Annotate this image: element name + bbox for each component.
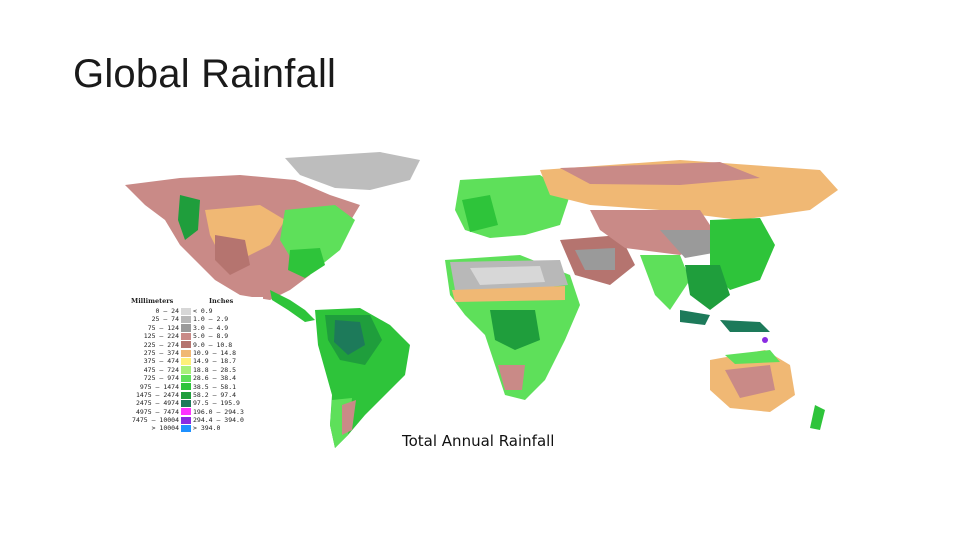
legend-in-header: Inches [209,297,234,305]
arabia-core [575,248,615,270]
legend-swatch [181,391,191,399]
india-region [640,255,690,310]
map-caption: Total Annual Rainfall [402,432,555,450]
legend-row: 4975 – 7474 196.0 – 294.3 [123,408,263,416]
legend-inch-range: 9.0 – 10.8 [193,340,233,349]
legend-inch-range: 18.8 – 28.5 [193,365,237,374]
legend-row: 1475 – 2474 58.2 – 97.4 [123,391,263,399]
legend-swatch [181,383,191,391]
north-america-west-desert [215,235,250,275]
kalahari [498,365,525,390]
central-america-region [270,290,315,322]
legend-mm-range: 475 – 724 [143,365,179,374]
legend-swatch [181,399,191,408]
legend-header: Millimeters Inches [123,297,263,307]
sahel-band [452,286,565,302]
australia-interior [725,365,775,398]
legend-row: 725 – 974 28.6 – 38.4 [123,374,263,382]
legend-mm-range: 75 – 124 [147,323,179,332]
legend-inch-range: 5.0 – 8.9 [193,332,229,341]
legend-swatch [181,366,191,374]
legend-mm-range: 0 – 24 [155,307,179,315]
world-map-graphic [125,152,838,448]
siberia-north [560,162,760,185]
indonesia-islands [680,310,770,332]
legend-inch-range: 38.5 – 58.1 [193,382,237,391]
legend-row: 125 – 224 5.0 – 8.9 [123,332,263,340]
legend-swatch [181,341,191,349]
legend-swatch [181,349,191,357]
legend-swatch [181,315,191,324]
legend-row: 475 – 724 18.8 – 28.5 [123,366,263,374]
legend-row: 375 – 474 14.9 – 18.7 [123,357,263,365]
sahara-core [470,266,545,285]
legend-mm-range: 1475 – 2474 [135,390,179,399]
amazon-core [334,320,365,355]
legend-row: 75 – 124 3.0 – 4.9 [123,324,263,332]
slide-title: Global Rainfall [73,52,337,96]
pacific-northwest [178,195,200,240]
legend-row: 0 – 24 < 0.9 [123,307,263,315]
new-guinea-peak [762,337,768,343]
north-america-southeast [288,248,325,278]
europe-west [462,195,498,232]
legend-mm-range: > 10004 [151,424,179,433]
legend-row: 975 – 1474 38.5 – 58.1 [123,383,263,391]
legend-mm-range: 125 – 224 [143,332,179,341]
legend-inch-range: 14.9 – 18.7 [193,357,237,366]
legend-inch-range: > 394.0 [193,424,221,433]
new-zealand [810,405,825,430]
legend-mm-range: 7475 – 10004 [132,416,179,425]
legend-mm-range: 725 – 974 [143,374,179,383]
legend-inch-range: < 0.9 [193,307,213,315]
legend-swatch [181,307,191,315]
legend-inch-range: 97.5 – 195.9 [193,399,240,408]
legend-swatch [181,416,191,424]
legend-row: 7475 – 10004 294.4 – 394.0 [123,416,263,424]
congo-basin [490,310,540,350]
south-america-arid [342,400,356,435]
legend-mm-range: 25 – 74 [151,315,179,324]
legend-inch-range: 196.0 – 294.3 [193,407,244,416]
legend-mm-range: 225 – 274 [143,340,179,349]
legend-swatch [181,374,191,382]
legend-row: 25 – 74 1.0 – 2.9 [123,315,263,323]
legend-row: 275 – 374 10.9 – 14.8 [123,349,263,357]
legend-swatch [181,332,191,340]
legend-swatch [181,425,191,433]
legend-mm-range: 275 – 374 [143,348,179,357]
legend-mm-range: 2475 – 4974 [135,399,179,408]
legend-mm-range: 375 – 474 [143,357,179,366]
east-asia-region [710,218,775,290]
legend-swatch [181,357,191,366]
world-rainfall-map [120,150,840,450]
legend-inch-range: 58.2 – 97.4 [193,390,237,399]
rainfall-legend: Millimeters Inches 0 – 24 < 0.9 25 – 74 1.0… [123,297,263,433]
legend-inch-range: 10.9 – 14.8 [193,348,237,357]
legend-inch-range: 294.4 – 394.0 [193,416,244,425]
legend-mm-header: Millimeters [131,297,174,305]
australia-north [725,350,780,364]
legend-rows: 0 – 24 < 0.9 25 – 74 1.0 – 2.9 75 – 124 3.0 –… [123,307,263,433]
legend-inch-range: 28.6 – 38.4 [193,374,237,383]
legend-row: > 10004 > 394.0 [123,424,263,432]
legend-swatch [181,408,191,416]
legend-mm-range: 4975 – 7474 [135,407,179,416]
legend-swatch [181,324,191,332]
legend-inch-range: 1.0 – 2.9 [193,315,229,324]
greenland-region [285,152,420,190]
legend-mm-range: 975 – 1474 [139,382,179,391]
southeast-asia-region [685,265,730,310]
legend-row: 225 – 274 9.0 – 10.8 [123,341,263,349]
legend-row: 2475 – 4974 97.5 – 195.9 [123,399,263,407]
legend-inch-range: 3.0 – 4.9 [193,323,229,332]
